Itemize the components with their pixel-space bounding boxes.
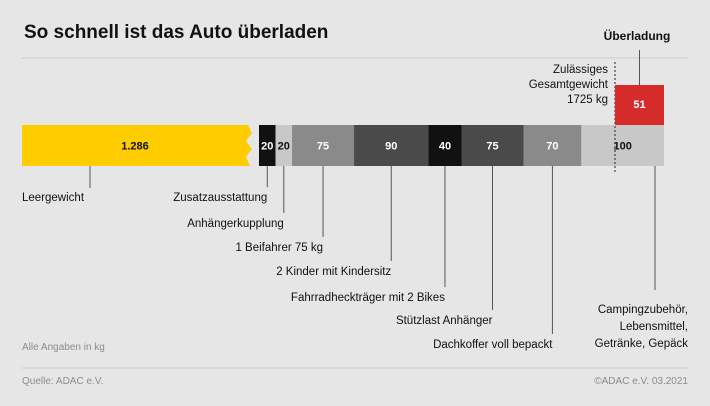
category-label-last-2: Lebensmittel, xyxy=(620,321,688,333)
bar-segment-leergewicht xyxy=(22,125,244,166)
bar-segment-3 xyxy=(292,125,355,166)
source-note: Quelle: ADAC e.V. xyxy=(22,376,103,387)
data-label-4: 90 xyxy=(385,141,397,153)
limit-label-3: 1725 kg xyxy=(567,94,608,106)
overload-label: Überladung xyxy=(604,28,671,43)
axis-break-shape xyxy=(244,125,252,166)
bar-segment-8 xyxy=(581,125,664,166)
data-label-3: 75 xyxy=(317,141,329,153)
limit-label-2: Gesamtgewicht xyxy=(529,79,609,91)
bar-segment-5 xyxy=(428,125,462,166)
bar-segment-6 xyxy=(461,125,524,166)
chart-title: So schnell ist das Auto überladen xyxy=(24,22,328,43)
category-label-last-3: Getränke, Gepäck xyxy=(595,338,689,350)
copyright-note: ©ADAC e.V. 03.2021 xyxy=(594,376,688,387)
category-label-2: Anhängerkupplung xyxy=(187,218,284,230)
bar-segment-2 xyxy=(275,125,293,166)
category-label-6: Stützlast Anhänger xyxy=(396,315,493,327)
bar-segment-4 xyxy=(354,125,429,166)
data-label-2: 20 xyxy=(278,141,290,153)
category-label-4: 2 Kinder mit Kindersitz xyxy=(276,266,391,278)
bar-segment-7 xyxy=(523,125,582,166)
data-label-8: 100 xyxy=(613,141,631,153)
category-label-5: Fahrradheckträger mit 2 Bikes xyxy=(291,292,445,304)
limit-label-1: Zulässiges xyxy=(553,64,608,76)
data-label-7: 70 xyxy=(546,141,558,153)
footnote: Alle Angaben in kg xyxy=(22,342,105,353)
category-label-last-1: Campingzubehör, xyxy=(598,304,688,316)
overload-value-label: 51 xyxy=(633,99,645,111)
data-label-6: 75 xyxy=(486,141,498,153)
data-label-5: 40 xyxy=(439,141,451,153)
category-label-leergewicht: Leergewicht xyxy=(22,192,85,204)
chart-marks: 1.286 Leergewicht 20 20 75 90 40 75 70 100 Zusatza… xyxy=(22,28,688,351)
category-label-3: 1 Beifahrer 75 kg xyxy=(235,242,323,254)
data-label-1: 20 xyxy=(261,141,273,153)
overload-bar xyxy=(615,85,664,125)
data-label-leergewicht: 1.286 xyxy=(121,141,149,153)
category-label-7: Dachkoffer voll bepackt xyxy=(433,339,553,351)
bar-segment-1 xyxy=(259,125,276,166)
category-label-1: Zusatzausstattung xyxy=(173,192,267,204)
